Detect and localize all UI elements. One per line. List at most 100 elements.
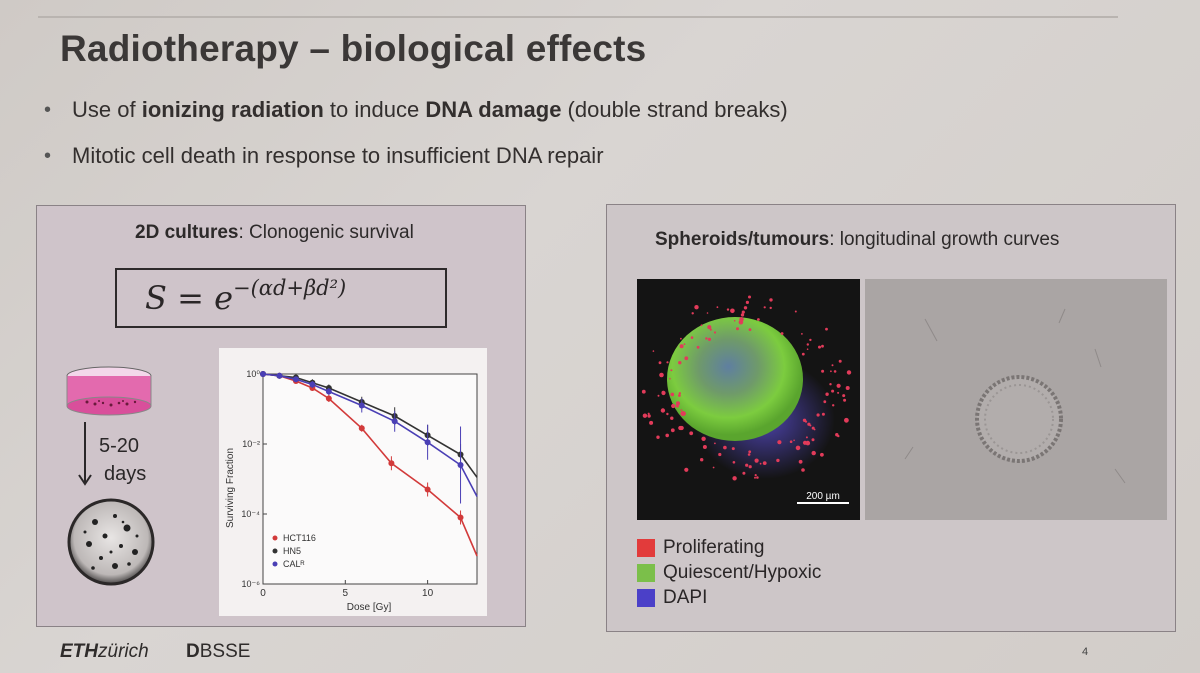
- x-tick-label: 10: [422, 588, 434, 599]
- proliferating-cell-dot: [661, 390, 665, 395]
- proliferating-cell-dot: [833, 370, 837, 373]
- proliferating-cell-dot: [670, 392, 675, 397]
- dbsse-logo-rest: BSSE: [199, 641, 251, 662]
- proliferating-cell-dot: [666, 361, 669, 364]
- proliferating-cell-dot: [806, 343, 809, 346]
- proliferating-cell-dot: [769, 306, 772, 310]
- data-point: [309, 381, 316, 388]
- proliferating-cell-dot: [714, 442, 716, 445]
- bullet-list: Use of ionizing radiation to induce DNA …: [40, 94, 788, 186]
- proliferating-cell-dot: [754, 476, 756, 479]
- proliferating-cell-dot: [678, 394, 681, 397]
- proliferating-cell-dot: [732, 461, 736, 464]
- proliferating-cell-dot: [801, 468, 805, 472]
- bullet-text: Mitotic cell death in response to insuff…: [72, 143, 604, 168]
- proliferating-cell-dot: [684, 467, 689, 472]
- proliferating-cell-dot: [671, 403, 676, 409]
- panel-spheroids: Spheroids/tumours: longitudinal growth c…: [606, 204, 1176, 632]
- proliferating-cell-dot: [706, 312, 709, 314]
- panel-title: Spheroids/tumours: longitudinal growth c…: [655, 229, 1059, 251]
- proliferating-cell-dot: [656, 435, 660, 439]
- proliferating-cell-dot: [675, 401, 681, 406]
- proliferating-cell-dot: [837, 434, 840, 438]
- proliferating-cell-dot: [647, 414, 651, 418]
- fluorescence-spheroid-image: 200 µm: [637, 279, 860, 520]
- bullet-bold-text: DNA damage: [425, 97, 562, 122]
- data-point: [424, 439, 431, 446]
- proliferating-cell-dot: [712, 466, 715, 469]
- data-point: [325, 395, 332, 402]
- proliferating-cell-dot: [707, 337, 712, 341]
- legend-label: CALᴿ: [283, 559, 305, 569]
- proliferating-cell-dot: [811, 426, 815, 430]
- proliferating-cell-dot: [641, 389, 646, 394]
- proliferating-cell-dot: [754, 474, 757, 477]
- proliferating-cell-dot: [843, 398, 847, 402]
- proliferating-cell-dot: [658, 361, 662, 365]
- proliferating-cell-dot: [696, 345, 700, 349]
- data-point: [358, 402, 365, 409]
- proliferating-cell-dot: [732, 476, 737, 481]
- eth-logo-bold: ETH: [60, 641, 98, 662]
- dbsse-logo-bold: D: [186, 641, 200, 662]
- eth-zurich-logo: ETHzürich: [60, 641, 149, 663]
- proliferating-cell-dot: [831, 364, 834, 367]
- dbsse-logo: DBSSE: [186, 641, 250, 663]
- proliferating-cell-dot: [694, 305, 699, 310]
- proliferating-cell-dot: [713, 331, 717, 334]
- legend-label: Quiescent/Hypoxic: [663, 562, 822, 583]
- proliferating-cell-dot: [754, 458, 759, 463]
- legend-marker: [272, 535, 278, 541]
- data-point: [457, 514, 464, 521]
- bullet-text: Use of: [72, 97, 142, 122]
- legend-label: HN5: [283, 546, 301, 556]
- proliferating-cell-dot: [805, 436, 808, 439]
- proliferating-cell-dot: [829, 383, 832, 386]
- scale-bar-label: 200 µm: [806, 491, 840, 502]
- chart-legend: HCT116 HN5 CALᴿ: [272, 533, 316, 569]
- proliferating-cell-dot: [748, 450, 752, 454]
- proliferating-cell-dot: [762, 461, 767, 465]
- legend-label: Proliferating: [663, 537, 765, 558]
- chart-series: [260, 371, 478, 557]
- proliferating-cell-dot: [811, 438, 815, 442]
- down-arrow-icon: [78, 422, 92, 486]
- proliferating-cell-dot: [659, 372, 664, 378]
- proliferating-cell-dot: [821, 344, 824, 348]
- legend-marker: [272, 561, 278, 567]
- brightfield-spheroid-image: [865, 279, 1167, 520]
- legend-swatch-blue: [637, 589, 655, 607]
- proliferating-cell-dot: [669, 377, 671, 380]
- bullet-text: to induce: [323, 97, 426, 122]
- formula-box: S = e−(αd+βd²): [115, 268, 447, 328]
- panel-title-bold: 2D cultures: [135, 222, 239, 243]
- proliferating-cell-dot: [776, 458, 780, 463]
- proliferating-cell-dot: [806, 348, 809, 350]
- proliferating-cell-dot: [684, 356, 689, 361]
- proliferating-cell-dot: [747, 453, 751, 456]
- proliferating-cell-dot: [679, 344, 684, 349]
- data-point: [457, 462, 464, 468]
- chart-x-axis-label: Dose [Gy]: [347, 602, 392, 613]
- spheroid-legend: Proliferating Quiescent/Hypoxic DAPI: [637, 535, 821, 610]
- proliferating-cell-dot: [680, 409, 683, 411]
- proliferating-cell-dot: [701, 436, 706, 441]
- proliferating-cell-dot: [801, 333, 803, 335]
- proliferating-cell-dot: [731, 447, 735, 451]
- proliferating-cell-dot: [809, 424, 812, 427]
- spheroid-fluorescence-graphic: 200 µm: [641, 295, 852, 504]
- proliferating-cell-dot: [681, 411, 686, 416]
- proliferating-cell-dot: [813, 428, 816, 431]
- proliferating-cell-dot: [642, 413, 648, 418]
- panel-title-rest: : longitudinal growth curves: [829, 229, 1060, 250]
- proliferating-cell-dot: [702, 445, 707, 449]
- proliferating-cell-dot: [845, 386, 850, 390]
- data-point: [276, 372, 283, 379]
- legend-item-quiescent: Quiescent/Hypoxic: [637, 560, 821, 585]
- eth-logo-rest: zürich: [98, 641, 149, 662]
- proliferating-cell-dot: [683, 343, 686, 345]
- proliferating-cell-dot: [798, 459, 803, 464]
- proliferating-cell-dot: [837, 391, 840, 394]
- proliferating-cell-dot: [742, 471, 746, 475]
- survival-chart: 0 5 10 10⁰ 10⁻² 10⁻⁴ 10⁻⁶ HCT116 HN5 CALᴿ Dose […: [225, 369, 478, 613]
